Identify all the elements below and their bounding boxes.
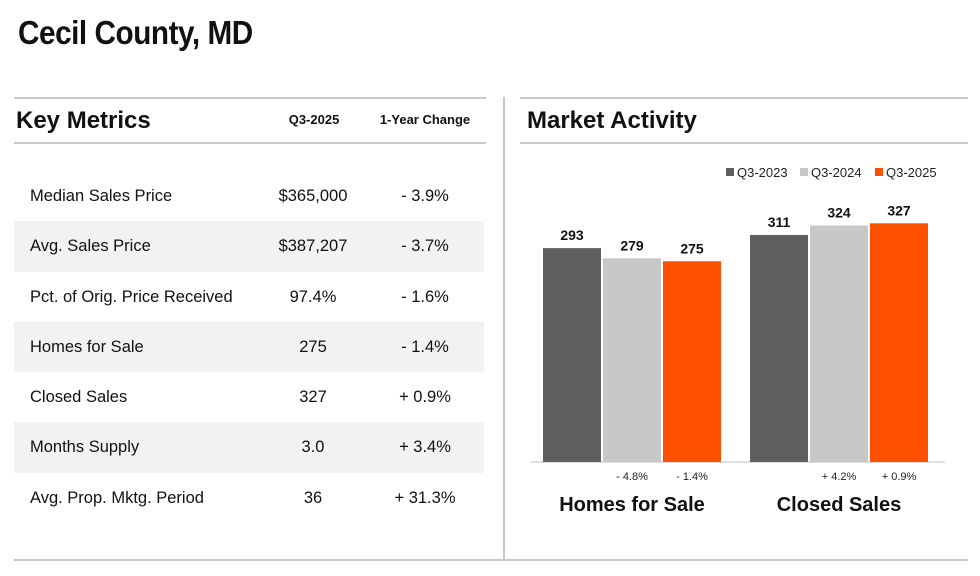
km-top-divider	[14, 97, 486, 99]
metric-change: - 1.4%	[401, 337, 449, 356]
key-metrics-heading: Key Metrics	[16, 107, 151, 134]
metric-label: Avg. Sales Price	[30, 237, 151, 256]
page-title: Cecil County, MD	[18, 14, 253, 51]
table-row: Median Sales Price $365,000 - 3.9%	[14, 171, 484, 221]
bar-value-label: 324	[827, 204, 851, 220]
col-header-period: Q3-2025	[288, 112, 340, 127]
legend-swatch	[875, 168, 883, 176]
bar	[663, 261, 721, 462]
bar	[603, 258, 661, 462]
legend-label: Q3-2023	[737, 165, 788, 180]
table-row: Avg. Sales Price $387,207 - 3.7%	[14, 221, 484, 272]
metric-change: + 0.9%	[399, 388, 451, 407]
metric-label: Pct. of Orig. Price Received	[30, 287, 233, 306]
metric-value: 36	[303, 488, 323, 507]
ma-top-divider	[520, 97, 968, 99]
legend-label: Q3-2024	[811, 165, 862, 180]
legend-swatch	[800, 168, 808, 176]
market-activity-chart: Q3-2023 Q3-2024 Q3-2025 293 279 - 4.8% 275 - 1.…	[530, 165, 945, 516]
table-row: Avg. Prop. Mktg. Period 36 + 31.3%	[14, 473, 484, 523]
metric-label: Months Supply	[30, 438, 140, 457]
bar-change-label: + 0.9%	[882, 471, 917, 483]
metric-change: - 3.9%	[401, 187, 449, 205]
bar-change-label: - 4.8%	[616, 471, 648, 483]
metric-value: 327	[299, 388, 327, 407]
metric-value: 97.4%	[289, 287, 337, 306]
metric-value: $365,000	[278, 187, 348, 205]
bar-change-label: - 1.4%	[676, 471, 708, 483]
metric-value: 275	[299, 337, 327, 356]
table-row: Closed Sales 327 + 0.9%	[14, 372, 484, 422]
metric-change: - 3.7%	[401, 237, 449, 256]
table-row: Homes for Sale 275 - 1.4%	[14, 321, 484, 373]
category-label: Homes for Sale	[559, 494, 705, 516]
bar-value-label: 275	[680, 240, 704, 256]
bar-value-label: 311	[768, 214, 791, 230]
metric-change: + 3.4%	[399, 438, 451, 457]
metric-change: + 31.3%	[394, 488, 456, 507]
metric-label: Median Sales Price	[30, 187, 173, 205]
table-row: Pct. of Orig. Price Received 97.4% - 1.6…	[14, 272, 484, 322]
ma-header-divider	[520, 142, 968, 144]
bar	[870, 223, 928, 462]
bar-value-label: 327	[887, 202, 911, 218]
table-row: Months Supply 3.0 + 3.4%	[14, 422, 484, 473]
col-header-change: 1-Year Change	[379, 112, 471, 127]
bar-value-label: 279	[620, 237, 644, 253]
bar-change-label: + 4.2%	[822, 471, 857, 483]
category-label: Closed Sales	[777, 494, 902, 516]
metric-change: - 1.6%	[401, 287, 449, 306]
market-activity-heading: Market Activity	[527, 107, 697, 134]
legend-swatch	[726, 168, 734, 176]
key-metrics-table: Median Sales Price $365,000 - 3.9% Avg. …	[14, 171, 484, 523]
bottom-divider	[14, 559, 968, 561]
km-header-divider	[14, 142, 486, 144]
bar	[543, 248, 601, 462]
metric-label: Avg. Prop. Mktg. Period	[30, 488, 204, 507]
bar	[810, 225, 868, 462]
metric-value: $387,207	[278, 237, 348, 256]
metric-label: Closed Sales	[30, 388, 128, 407]
legend-label: Q3-2025	[886, 165, 937, 180]
section-divider	[503, 97, 505, 559]
bar-value-label: 293	[560, 227, 584, 243]
bar	[750, 234, 808, 462]
metric-value: 3.0	[301, 438, 325, 457]
metric-label: Homes for Sale	[30, 337, 144, 356]
